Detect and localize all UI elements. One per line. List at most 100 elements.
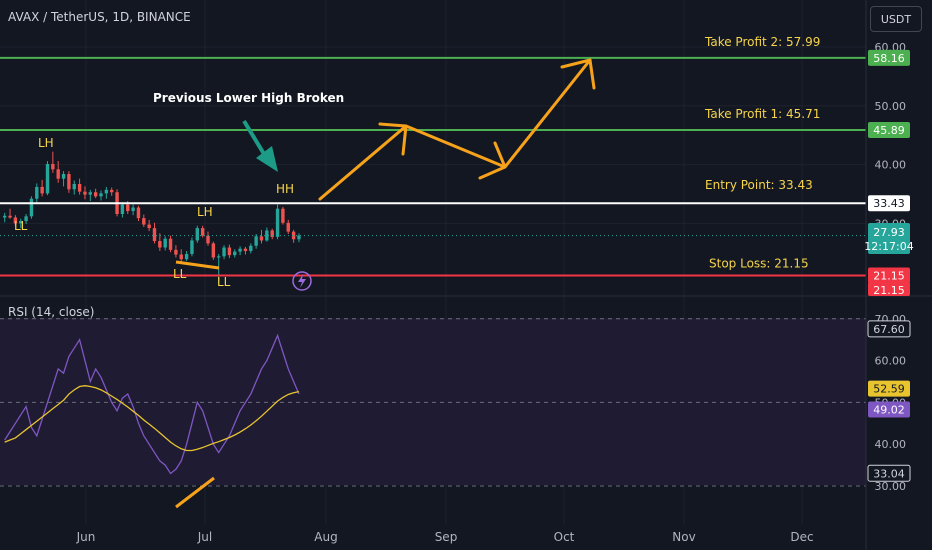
candle-body <box>243 248 248 252</box>
candle-body <box>206 235 210 244</box>
candle-body <box>8 215 12 218</box>
projection-arrow <box>318 58 596 201</box>
stop-tag-duplicate-text: 21.15 <box>873 284 905 297</box>
candle-body <box>3 215 7 218</box>
candle-body <box>19 221 23 224</box>
candle-body <box>179 254 183 260</box>
candle-body <box>13 217 18 224</box>
lightning-icon[interactable] <box>292 271 312 291</box>
rsi-background-band <box>0 318 866 485</box>
candle-body <box>99 193 103 197</box>
countdown-text: 12:17:04 <box>864 240 913 253</box>
candle-body <box>158 241 162 248</box>
level-label-take_profit_1: Take Profit 1: 45.71 <box>704 107 820 121</box>
rsi-tag <box>867 320 911 338</box>
price-tick-50: 50.00 <box>875 100 907 113</box>
currency-button[interactable]: USDT <box>870 6 922 32</box>
candle-body <box>29 198 34 217</box>
rsi-tag-text: 67.60 <box>873 323 905 336</box>
rsi-tag-text: 33.04 <box>873 467 905 480</box>
candle-body <box>238 248 242 252</box>
candle-body <box>270 230 274 237</box>
candle-body <box>147 224 151 229</box>
candle-body <box>217 256 221 258</box>
rsi-axis: 70.0060.0050.0040.0030.0067.6052.5949.02… <box>867 313 911 493</box>
rsi-tick-40: 40.00 <box>875 438 907 451</box>
time-tick-aug: Aug <box>314 530 337 544</box>
price-tag-text-entry: 33.43 <box>873 197 905 210</box>
teal-arrow <box>242 119 278 172</box>
label-lh-2: LH <box>197 205 213 219</box>
rsi-title: RSI (14, close) <box>8 305 95 319</box>
level-label-take_profit_2: Take Profit 2: 57.99 <box>704 35 820 49</box>
current-price-tag <box>868 223 910 254</box>
time-tick-nov: Nov <box>672 530 695 544</box>
label-ll-2: LL <box>173 267 187 281</box>
time-tick-sep: Sep <box>435 530 458 544</box>
candle-body <box>40 186 44 194</box>
candle-body <box>275 208 280 237</box>
rsi-tag <box>868 401 910 418</box>
annotation-previous-lower-high: Previous Lower High Broken <box>153 91 344 105</box>
time-tick-jun: Jun <box>76 530 96 544</box>
rsi-grid <box>0 318 866 487</box>
candle-body <box>281 208 285 223</box>
price-tag-take_profit_2 <box>868 49 910 66</box>
candle-body <box>56 169 60 179</box>
candle-body <box>110 189 114 193</box>
candle-body <box>195 228 199 241</box>
time-tick-oct: Oct <box>554 530 575 544</box>
price-tag-take_profit_1 <box>868 121 910 138</box>
label-ll-1: LL <box>14 219 28 233</box>
price-tag-text-stop_loss: 21.15 <box>873 269 905 282</box>
price-levels: Take Profit 2: 57.99 Take Profit 1: 45.71… <box>0 35 866 277</box>
candle-body <box>142 218 146 225</box>
candle-body <box>152 228 157 242</box>
rsi-tag-text: 52.59 <box>873 383 905 396</box>
level-label-stop_loss: Stop Loss: 21.15 <box>709 256 809 270</box>
price-axis: 60.0050.0040.0030.0058.1645.8933.4321.15… <box>864 41 913 297</box>
candle-body <box>61 174 66 179</box>
candle-body <box>93 192 98 197</box>
candle-body <box>254 236 258 246</box>
price-candles <box>0 151 866 284</box>
candle-body <box>200 228 205 236</box>
rsi-tick-60: 60.00 <box>875 355 907 368</box>
candle-body <box>190 240 194 254</box>
label-hh: HH <box>276 182 294 196</box>
rsi-tag <box>867 464 911 482</box>
rsi-tag <box>868 380 910 397</box>
price-tag-stop_loss <box>868 267 910 284</box>
candle-body <box>227 247 232 256</box>
rsi-pane <box>0 318 866 487</box>
label-ll-3: LL <box>217 275 231 289</box>
candle-body <box>291 231 296 240</box>
candle-body <box>265 230 269 241</box>
candle-body <box>211 243 216 258</box>
candle-body <box>184 253 189 260</box>
candle-body <box>174 249 178 255</box>
price-tag-text-take_profit_1: 45.89 <box>873 124 905 137</box>
price-tag-entry <box>868 195 910 212</box>
rsi-ma-line <box>4 385 300 452</box>
candle-body <box>83 191 87 195</box>
candle-body <box>77 184 82 192</box>
rsi-line <box>4 333 300 475</box>
candle-body <box>72 184 76 190</box>
candle-body <box>24 216 28 222</box>
candle-body <box>126 204 130 212</box>
candle-body <box>163 238 167 248</box>
ll-trend-line <box>175 260 220 270</box>
candle-body <box>259 236 264 241</box>
candle-body <box>104 189 109 194</box>
price-tick-40: 40.00 <box>875 159 907 172</box>
time-axis: Jun Jul Aug Sep Oct Nov Dec <box>76 530 814 544</box>
level-label-entry: Entry Point: 33.43 <box>705 178 813 192</box>
candle-body <box>45 164 50 194</box>
candle-body <box>286 222 290 232</box>
chart-title: AVAX / TetherUS, 1D, BINANCE <box>8 10 191 24</box>
price-pane: Take Profit 2: 57.99 Take Profit 1: 45.71… <box>0 0 866 525</box>
candle-body <box>35 186 39 199</box>
candle-body <box>297 235 301 240</box>
